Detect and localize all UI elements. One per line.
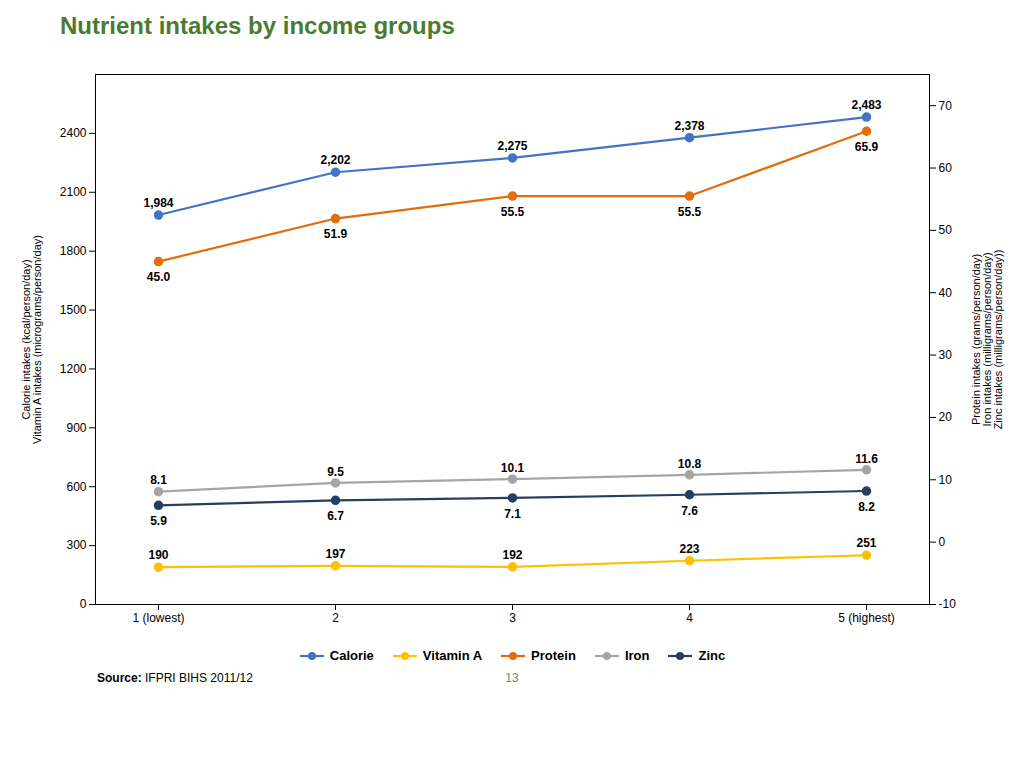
html-text:Calorie: Calorie — [329, 648, 374, 663]
svg-text:900: 900 — [66, 421, 86, 435]
svg-text:10.1: 10.1 — [501, 461, 525, 475]
svg-text:223: 223 — [679, 542, 699, 556]
svg-text:Calorie intakes (kcal/person/d: Calorie intakes (kcal/person/day)Vitamin… — [20, 235, 43, 444]
html-text:Zinc: Zinc — [698, 648, 726, 663]
svg-text:2,275: 2,275 — [497, 139, 527, 153]
svg-text:45.0: 45.0 — [147, 270, 171, 284]
svg-text:65.9: 65.9 — [855, 140, 879, 154]
svg-text:60: 60 — [939, 161, 953, 175]
svg-text:7.1: 7.1 — [504, 507, 521, 521]
svg-text:1200: 1200 — [60, 362, 87, 376]
html-text:Iron: Iron — [624, 648, 650, 663]
svg-text:1500: 1500 — [60, 303, 87, 317]
svg-text:5.9: 5.9 — [150, 514, 167, 528]
svg-text:300: 300 — [66, 538, 86, 552]
html-text:Protein: Protein — [531, 648, 576, 663]
svg-text:2,202: 2,202 — [320, 153, 350, 167]
svg-text:6.7: 6.7 — [327, 509, 344, 523]
svg-text:7.6: 7.6 — [681, 504, 698, 518]
svg-text:0: 0 — [939, 535, 946, 549]
svg-text:8.1: 8.1 — [150, 473, 167, 487]
svg-text:2,483: 2,483 — [851, 98, 881, 112]
svg-text:1800: 1800 — [60, 244, 87, 258]
svg-text:2: 2 — [332, 611, 339, 625]
svg-text:55.5: 55.5 — [678, 205, 702, 219]
html-text:Source: IFPRI BIHS 2011/12: Source: IFPRI BIHS 2011/12 — [97, 671, 253, 685]
svg-text:50: 50 — [939, 223, 953, 237]
svg-text:-10: -10 — [939, 597, 957, 611]
svg-text:Protein intakes (grams/person/: Protein intakes (grams/person/day)Iron i… — [970, 250, 1004, 430]
svg-text:2400: 2400 — [60, 126, 87, 140]
svg-text:4: 4 — [686, 611, 693, 625]
svg-text:20: 20 — [939, 410, 953, 424]
svg-text:30: 30 — [939, 348, 953, 362]
svg-text:1 (lowest): 1 (lowest) — [132, 611, 184, 625]
svg-text:1,984: 1,984 — [143, 196, 173, 210]
svg-text:11.6: 11.6 — [855, 452, 878, 466]
svg-text:9.5: 9.5 — [327, 465, 344, 479]
svg-text:10.8: 10.8 — [678, 457, 702, 471]
svg-text:2100: 2100 — [60, 185, 87, 199]
svg-text:8.2: 8.2 — [858, 500, 875, 514]
html-text:Nutrient intakes by income gro: Nutrient intakes by income groups — [60, 12, 455, 39]
svg-text:51.9: 51.9 — [324, 227, 348, 241]
svg-text:190: 190 — [148, 548, 168, 562]
svg-text:55.5: 55.5 — [501, 205, 525, 219]
svg-text:3: 3 — [509, 611, 516, 625]
svg-text:600: 600 — [66, 480, 86, 494]
svg-text:10: 10 — [939, 473, 953, 487]
svg-text:5 (highest): 5 (highest) — [838, 611, 895, 625]
svg-text:70: 70 — [939, 99, 953, 113]
svg-text:251: 251 — [856, 536, 876, 550]
svg-text:2,378: 2,378 — [674, 119, 704, 133]
svg-text:197: 197 — [325, 547, 345, 561]
html-text:Vitamin A: Vitamin A — [422, 648, 483, 663]
svg-text:40: 40 — [939, 286, 953, 300]
svg-text:192: 192 — [502, 548, 522, 562]
html-text:13: 13 — [505, 671, 519, 685]
svg-text:0: 0 — [80, 597, 87, 611]
